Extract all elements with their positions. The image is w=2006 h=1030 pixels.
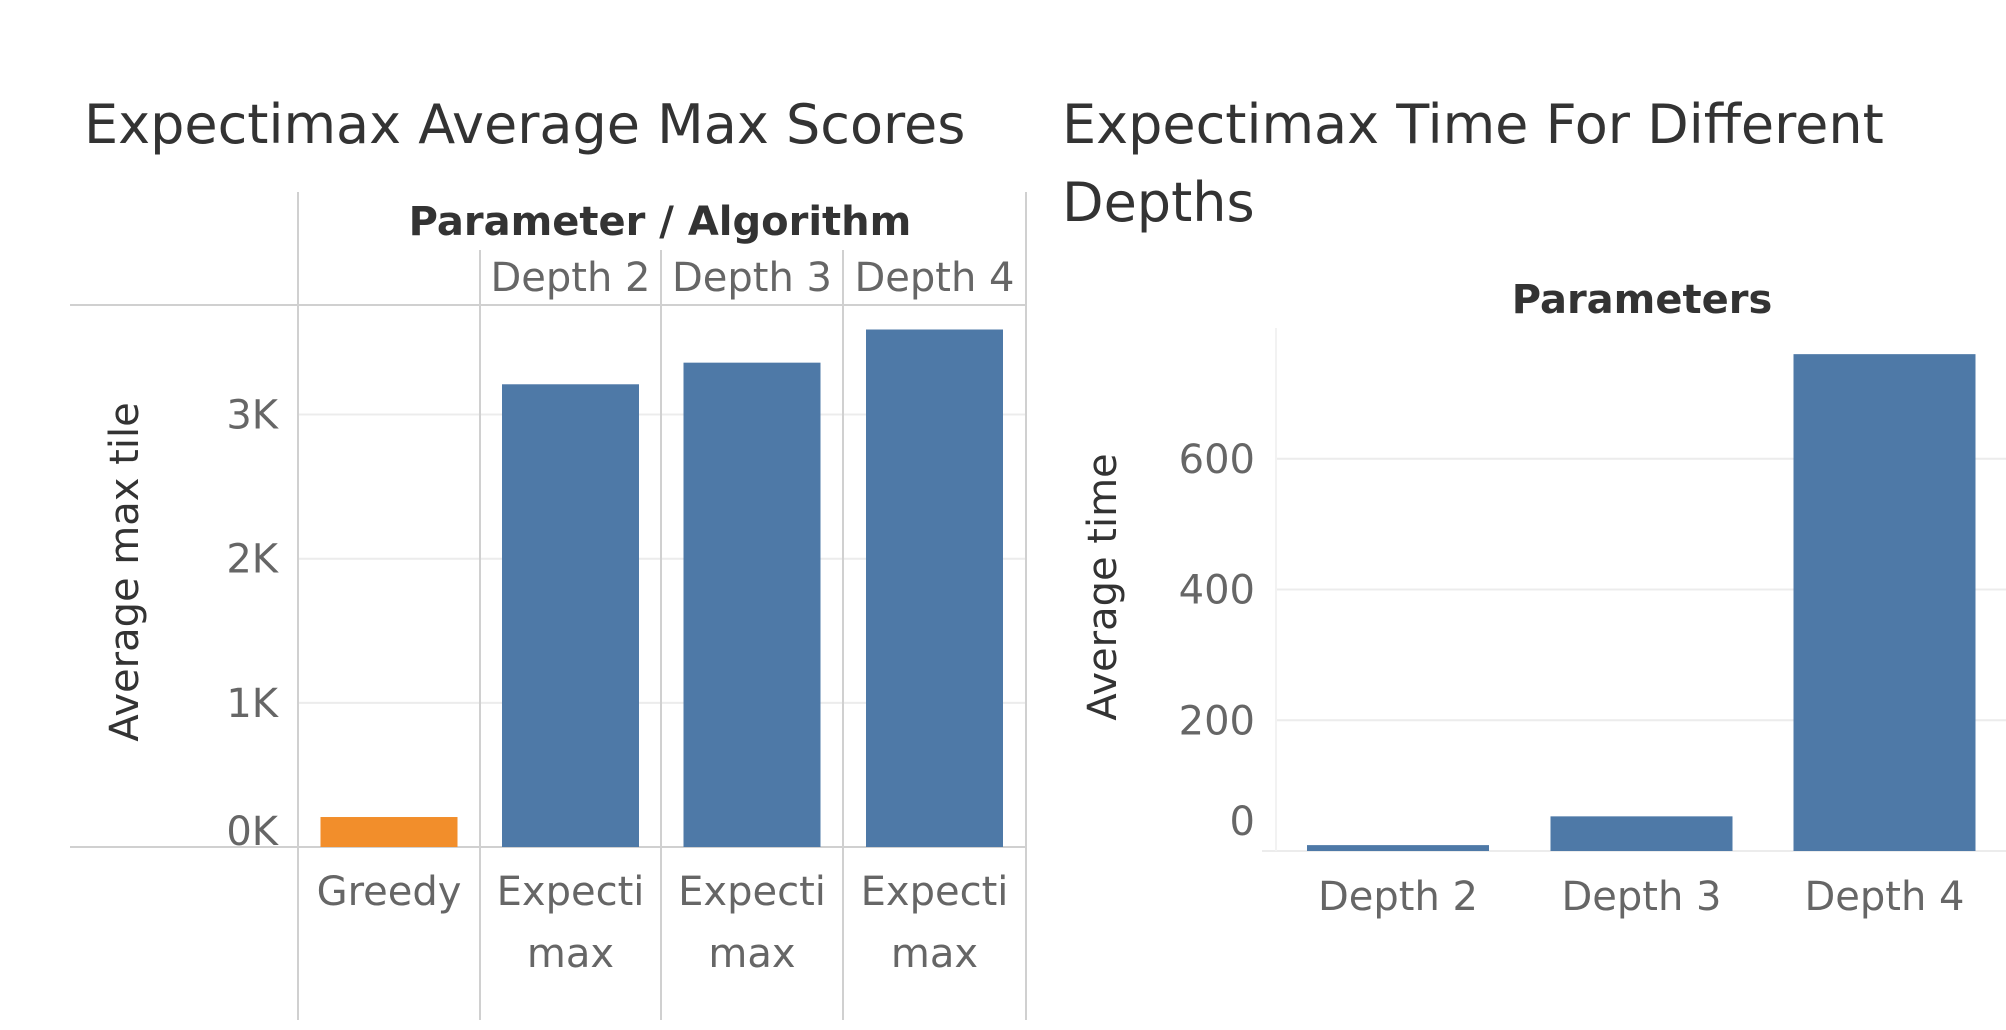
left-column-header: Depth 3 xyxy=(672,255,832,301)
left-y-tick-label: 1K xyxy=(226,681,279,727)
right-y-axis-label: Average time xyxy=(1080,453,1126,720)
right-y-ticks: 0 200 400 600 xyxy=(1179,437,1255,845)
left-x-labels: Greedy Expecti max Expecti max Expecti max xyxy=(317,869,1009,977)
left-chart: Expectimax Average Max Scores Parameter … xyxy=(70,93,1027,1020)
right-y-tick-label: 600 xyxy=(1179,437,1255,483)
right-y-tick-label: 0 xyxy=(1230,799,1255,845)
right-bar xyxy=(1793,354,1976,851)
left-y-ticks: 0K 1K 2K 3K xyxy=(226,393,279,855)
right-x-label: Depth 4 xyxy=(1805,874,1965,920)
left-bar xyxy=(320,817,458,847)
left-x-label: max xyxy=(527,931,614,977)
left-x-label: max xyxy=(891,931,978,977)
left-column-headers: Depth 2 Depth 3 Depth 4 xyxy=(491,255,1015,301)
right-bar xyxy=(1550,816,1733,851)
right-x-labels: Depth 2 Depth 3 Depth 4 xyxy=(1318,874,1965,920)
right-y-tick-label: 400 xyxy=(1179,568,1255,614)
right-y-tick-label: 200 xyxy=(1179,698,1255,744)
right-bar xyxy=(1307,845,1489,851)
left-x-label: Greedy xyxy=(317,869,462,915)
left-bar xyxy=(866,329,1003,847)
right-header: Parameters xyxy=(1512,277,1773,323)
left-x-label: Expecti xyxy=(678,869,826,915)
left-bar xyxy=(502,384,639,847)
right-x-label: Depth 2 xyxy=(1318,874,1478,920)
right-chart: Expectimax Time For Different Depths Par… xyxy=(1062,93,2006,920)
left-column-header: Depth 2 xyxy=(491,255,651,301)
right-chart-title-line-2: Depths xyxy=(1062,171,1255,234)
left-y-tick-label: 0K xyxy=(226,809,279,855)
right-bars xyxy=(1307,354,1976,851)
left-bar xyxy=(683,362,821,847)
left-x-label: Expecti xyxy=(861,869,1009,915)
left-column-header: Depth 4 xyxy=(855,255,1015,301)
left-x-label: max xyxy=(708,931,795,977)
left-y-axis-label: Average max tile xyxy=(102,402,148,741)
left-y-tick-label: 3K xyxy=(226,393,279,439)
left-bars xyxy=(320,329,1003,847)
right-x-label: Depth 3 xyxy=(1562,874,1722,920)
left-chart-title: Expectimax Average Max Scores xyxy=(84,93,965,156)
right-chart-title-line-1: Expectimax Time For Different xyxy=(1062,93,1884,156)
left-y-tick-label: 2K xyxy=(226,537,279,583)
left-column-header-title: Parameter / Algorithm xyxy=(409,199,912,245)
left-x-label: Expecti xyxy=(497,869,645,915)
